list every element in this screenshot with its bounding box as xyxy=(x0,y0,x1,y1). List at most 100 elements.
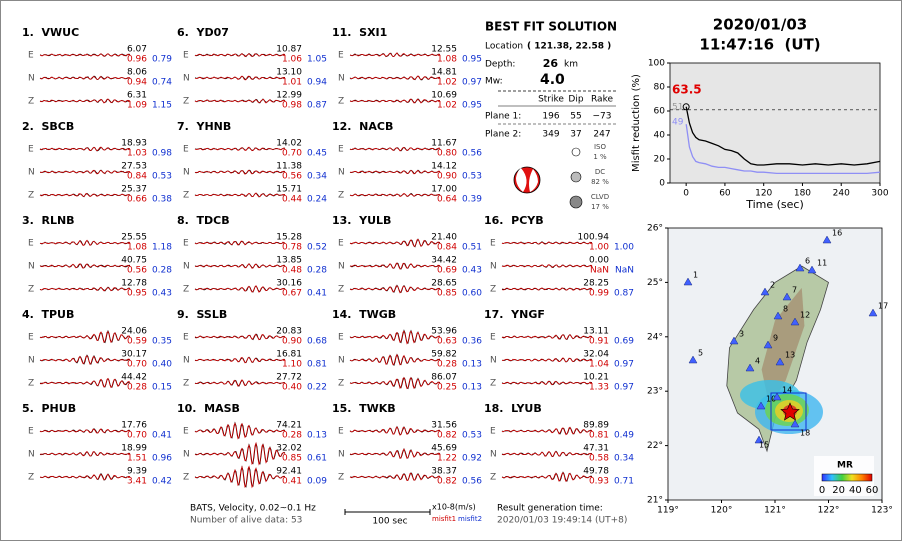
misfit1: 0.84 xyxy=(127,172,147,182)
station-marker xyxy=(782,292,792,301)
misfit1: 0.78 xyxy=(282,243,302,253)
waveform xyxy=(39,193,131,197)
waveform xyxy=(194,465,286,489)
waveform xyxy=(194,441,286,466)
waveform xyxy=(501,426,593,436)
waveform xyxy=(194,192,286,198)
misfit2: 0.43 xyxy=(152,289,172,299)
amplitude: 15.71 xyxy=(276,185,302,195)
y-tick-label: 20 xyxy=(654,155,666,165)
component-label: N xyxy=(28,356,35,366)
x-axis-label: Time (sec) xyxy=(745,198,804,211)
misfit1: 0.90 xyxy=(437,172,457,182)
station-marker xyxy=(729,336,739,345)
misfit2: 0.45 xyxy=(307,149,327,159)
component-label: N xyxy=(183,262,190,272)
waveform xyxy=(39,98,131,104)
component-label: N xyxy=(338,450,345,460)
misfit1: 1.51 xyxy=(127,454,147,464)
amplitude: 12.55 xyxy=(431,45,457,55)
mw-label: Mw: xyxy=(485,77,503,87)
waveform xyxy=(502,472,593,483)
lat-tick-label: 24° xyxy=(647,332,663,342)
station-title: 8. TDCB xyxy=(177,214,230,227)
misfit1: 0.70 xyxy=(127,360,147,370)
misfit1: 1.01 xyxy=(282,78,302,88)
component-label: E xyxy=(490,333,496,343)
component-label: Z xyxy=(338,473,344,483)
component-label: Z xyxy=(183,473,189,483)
waveform xyxy=(194,422,286,440)
amplitude: 21.40 xyxy=(431,233,457,243)
station-title: 18. LYUB xyxy=(484,402,542,415)
component-label: E xyxy=(28,427,34,437)
component-percent: 82 % xyxy=(591,178,609,186)
misfit2: 0.53 xyxy=(462,172,482,182)
component-label: Z xyxy=(28,97,34,107)
component-label: N xyxy=(28,450,35,460)
misfit1: 0.25 xyxy=(437,383,457,393)
component-label: N xyxy=(28,262,35,272)
misfit1: 1.08 xyxy=(127,243,147,253)
event-date: 2020/01/03 xyxy=(713,16,807,34)
station-title: 16. PCYB xyxy=(484,214,544,227)
x-tick-label: 180 xyxy=(794,189,811,199)
misfit1: 0.98 xyxy=(282,101,302,111)
y-axis-label: Misfit reduction (%) xyxy=(631,74,642,172)
station-label: 16 xyxy=(832,229,842,238)
waveform xyxy=(39,146,131,152)
y-tick-label: 0 xyxy=(659,179,665,189)
x-tick-label: 60 xyxy=(719,189,731,199)
mw: 4.0 xyxy=(540,72,565,88)
misfit2: 0.60 xyxy=(462,289,482,299)
station-marker xyxy=(772,392,782,401)
station-label: 6 xyxy=(805,257,810,266)
amplitude: 47.31 xyxy=(583,444,609,454)
component-symbol xyxy=(571,147,581,157)
misfit1: 0.93 xyxy=(589,477,609,487)
waveform xyxy=(501,380,592,386)
component-percent: 1 % xyxy=(593,153,607,161)
waveform xyxy=(501,450,593,457)
colorbar-tick-label: 40 xyxy=(849,485,862,496)
amplitude: 38.37 xyxy=(431,467,457,477)
component-label: Z xyxy=(338,191,344,201)
misfit2: 1.05 xyxy=(307,55,327,65)
waveform xyxy=(39,239,131,247)
misfit1: 0.48 xyxy=(282,266,302,276)
waveform xyxy=(194,356,286,364)
amplitude: 40.75 xyxy=(121,256,147,266)
misfit2: 0.71 xyxy=(614,477,634,487)
misfit2: 0.52 xyxy=(307,243,327,253)
component-label: N xyxy=(490,450,497,460)
plane-value: 247 xyxy=(593,130,610,140)
component-label: E xyxy=(338,145,344,155)
station-marker xyxy=(745,363,755,372)
waveform xyxy=(39,377,131,389)
amplitude: 18.99 xyxy=(121,444,147,454)
misfit1: 0.28 xyxy=(437,360,457,370)
amplitude: 10.69 xyxy=(431,91,457,101)
waveform xyxy=(194,146,286,152)
colorbar-tick-label: 60 xyxy=(866,485,879,496)
misfit1: 1.02 xyxy=(437,78,457,88)
misfit2: 0.56 xyxy=(462,477,482,487)
misfit2: 0.61 xyxy=(307,454,327,464)
amplitude: 49.78 xyxy=(583,467,609,477)
misfit1: 0.96 xyxy=(127,55,147,65)
waveform xyxy=(349,75,441,80)
component-label: Z xyxy=(338,97,344,107)
amplitude: 17.76 xyxy=(121,421,147,431)
beachball-white xyxy=(516,168,527,192)
station-label: 4 xyxy=(755,357,760,366)
waveform xyxy=(194,240,286,246)
amplitude: 59.82 xyxy=(431,350,457,360)
depth-label: Depth: xyxy=(485,60,515,70)
misfit1: 0.59 xyxy=(127,337,147,347)
colorbar-tick-label: 0 xyxy=(819,485,825,496)
amplitude: 28.65 xyxy=(431,279,457,289)
legend-misfit2: misfit2 xyxy=(458,515,482,523)
station-title: 1. VWUC xyxy=(22,26,79,39)
misfit2: 0.53 xyxy=(152,172,172,182)
